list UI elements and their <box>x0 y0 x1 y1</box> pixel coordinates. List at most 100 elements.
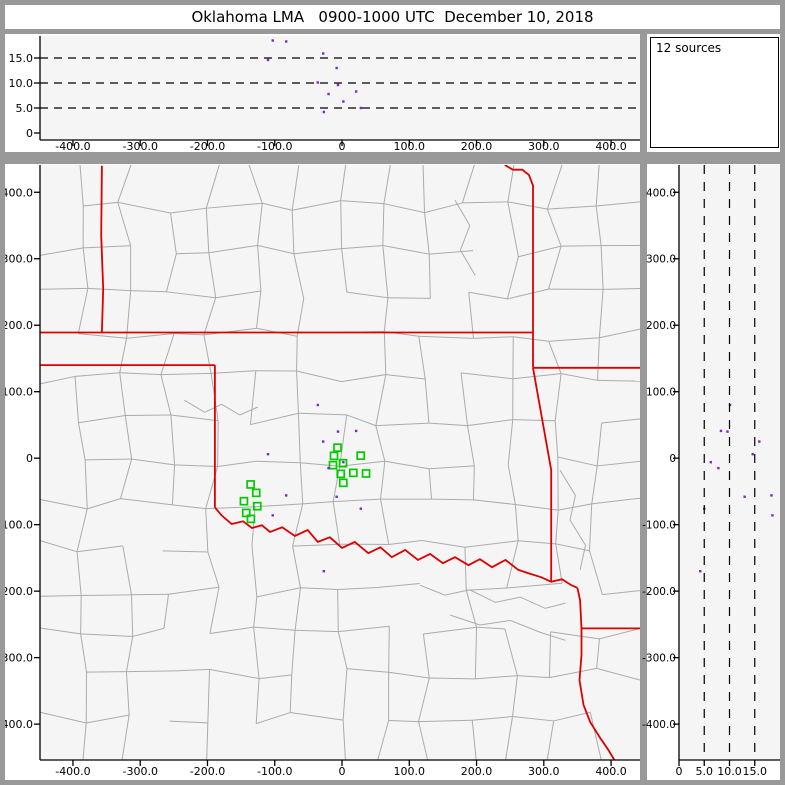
county-line <box>131 458 175 466</box>
county-line <box>383 203 425 214</box>
lma-station-marker <box>328 460 338 470</box>
source-point-alt-ew <box>266 58 270 62</box>
county-line <box>339 414 348 467</box>
county-line <box>548 337 600 342</box>
county-line <box>346 668 389 673</box>
county-line <box>375 422 429 427</box>
alt-ew-plot-area[interactable] <box>40 36 640 140</box>
county-line <box>291 165 300 211</box>
county-line <box>296 298 305 337</box>
county-line <box>595 205 602 246</box>
ew-tick-label: -300.0 <box>122 765 157 778</box>
county-line <box>596 667 640 681</box>
source-point-alt-ns <box>719 429 723 433</box>
county-line <box>40 499 88 510</box>
county-line <box>602 590 640 596</box>
county-line <box>119 372 126 416</box>
county-line <box>333 498 381 503</box>
county-line <box>160 333 175 375</box>
county-line <box>40 540 78 553</box>
county-line <box>130 290 167 293</box>
county-line <box>429 677 476 680</box>
county-line <box>168 586 220 595</box>
county-line <box>597 460 640 467</box>
county-line <box>296 370 342 383</box>
county-line <box>83 245 131 249</box>
ns-tick-label: -100.0 <box>0 519 33 532</box>
county-line <box>423 626 477 635</box>
alt-tick-label: 0 <box>26 127 33 140</box>
county-line <box>300 587 338 591</box>
county-line <box>561 245 602 247</box>
county-line <box>76 545 123 553</box>
county-line <box>207 551 220 588</box>
county-line <box>513 336 549 342</box>
county-line <box>418 677 430 722</box>
county-line <box>253 596 258 628</box>
county-line <box>131 593 169 596</box>
county-line <box>120 498 173 506</box>
county-line <box>86 671 127 673</box>
county-line <box>467 419 513 427</box>
county-line <box>548 245 562 290</box>
county-line <box>506 582 563 589</box>
county-line <box>337 631 348 669</box>
county-line <box>74 376 79 423</box>
source-count-box: 12 sources <box>650 37 779 148</box>
county-line <box>249 370 257 425</box>
county-line <box>125 671 130 716</box>
county-line <box>548 631 552 678</box>
county-line <box>603 287 640 290</box>
ns-tick-label: -200.0 <box>642 586 676 598</box>
county-line <box>293 248 342 255</box>
county-line <box>78 333 127 339</box>
lma-station-marker <box>361 469 371 478</box>
ns-tick-label: 400.0 <box>646 187 676 199</box>
county-line <box>251 506 256 546</box>
county-line <box>472 716 513 721</box>
county-line <box>340 165 347 201</box>
county-line <box>424 202 463 214</box>
county-line <box>297 413 301 463</box>
source-point-alt-ew <box>322 110 326 114</box>
county-line <box>126 290 132 339</box>
ns-tick-label: 100.0 <box>2 386 34 399</box>
county-line <box>546 720 555 760</box>
county-line <box>209 668 260 680</box>
county-line <box>131 594 134 637</box>
county-line <box>466 587 507 591</box>
alt-tick-label: 5.0 <box>16 102 34 115</box>
county-line <box>597 337 600 381</box>
county-line <box>476 626 505 630</box>
county-line <box>291 630 296 675</box>
county-line <box>217 460 257 468</box>
county-line <box>550 631 600 640</box>
county-line <box>418 335 474 339</box>
county-line <box>518 540 556 545</box>
county-line <box>40 627 81 635</box>
county-line <box>121 714 130 760</box>
county-line <box>257 245 262 291</box>
county-line <box>120 458 133 499</box>
ew-tick-label: 200.0 <box>461 140 493 153</box>
county-line <box>162 550 208 553</box>
county-line <box>547 205 597 210</box>
county-line <box>208 252 217 298</box>
county-line <box>512 373 562 380</box>
column-divider <box>640 29 647 780</box>
lma-station-marker <box>241 508 251 518</box>
source-point-alt-ew <box>354 90 358 93</box>
source-point-alt-ns <box>699 569 702 573</box>
source-point-alt-ns <box>743 495 746 498</box>
county-line <box>253 627 260 679</box>
county-line <box>421 540 466 548</box>
state-border-line <box>504 165 534 368</box>
county-line <box>205 208 210 253</box>
county-line <box>601 418 640 424</box>
county-line <box>546 208 562 247</box>
county-line <box>591 465 598 504</box>
county-line <box>504 628 518 676</box>
alt-tick-label: 5.0 <box>696 765 714 778</box>
county-line <box>257 203 263 246</box>
